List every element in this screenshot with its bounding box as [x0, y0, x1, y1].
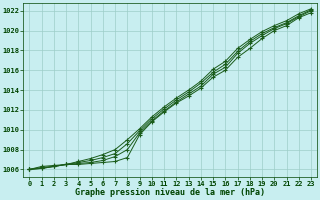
X-axis label: Graphe pression niveau de la mer (hPa): Graphe pression niveau de la mer (hPa) [75, 188, 265, 197]
